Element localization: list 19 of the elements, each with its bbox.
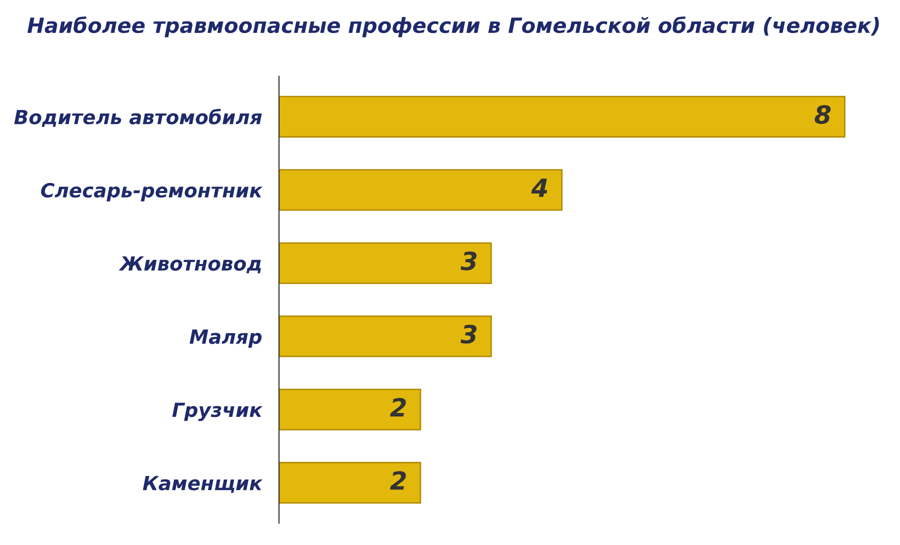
data-label: 2: [390, 398, 406, 416]
bar: [279, 462, 422, 504]
bar: [279, 96, 846, 138]
y-tick-label: Маляр: [190, 330, 262, 348]
data-label: 4: [531, 178, 548, 197]
data-label: 2: [390, 471, 406, 490]
y-tick-label: Животновод: [118, 256, 261, 274]
chart-title: Наиболее травмоопасные профессии в Гомельской области (человек): [27, 16, 879, 38]
y-tick-label: Грузчик: [172, 402, 263, 422]
y-tick-label: Слесарь-ремонтник: [41, 182, 263, 202]
data-label: 3: [460, 324, 477, 344]
bar: [279, 388, 422, 430]
y-tick-label: Каменщик: [142, 476, 263, 493]
bar: [279, 242, 492, 284]
bar: [279, 169, 563, 211]
data-label: 8: [814, 105, 831, 124]
bar: [279, 316, 492, 358]
data-label: 3: [460, 251, 477, 270]
y-tick-label: Водитель автомобиля: [14, 108, 262, 127]
